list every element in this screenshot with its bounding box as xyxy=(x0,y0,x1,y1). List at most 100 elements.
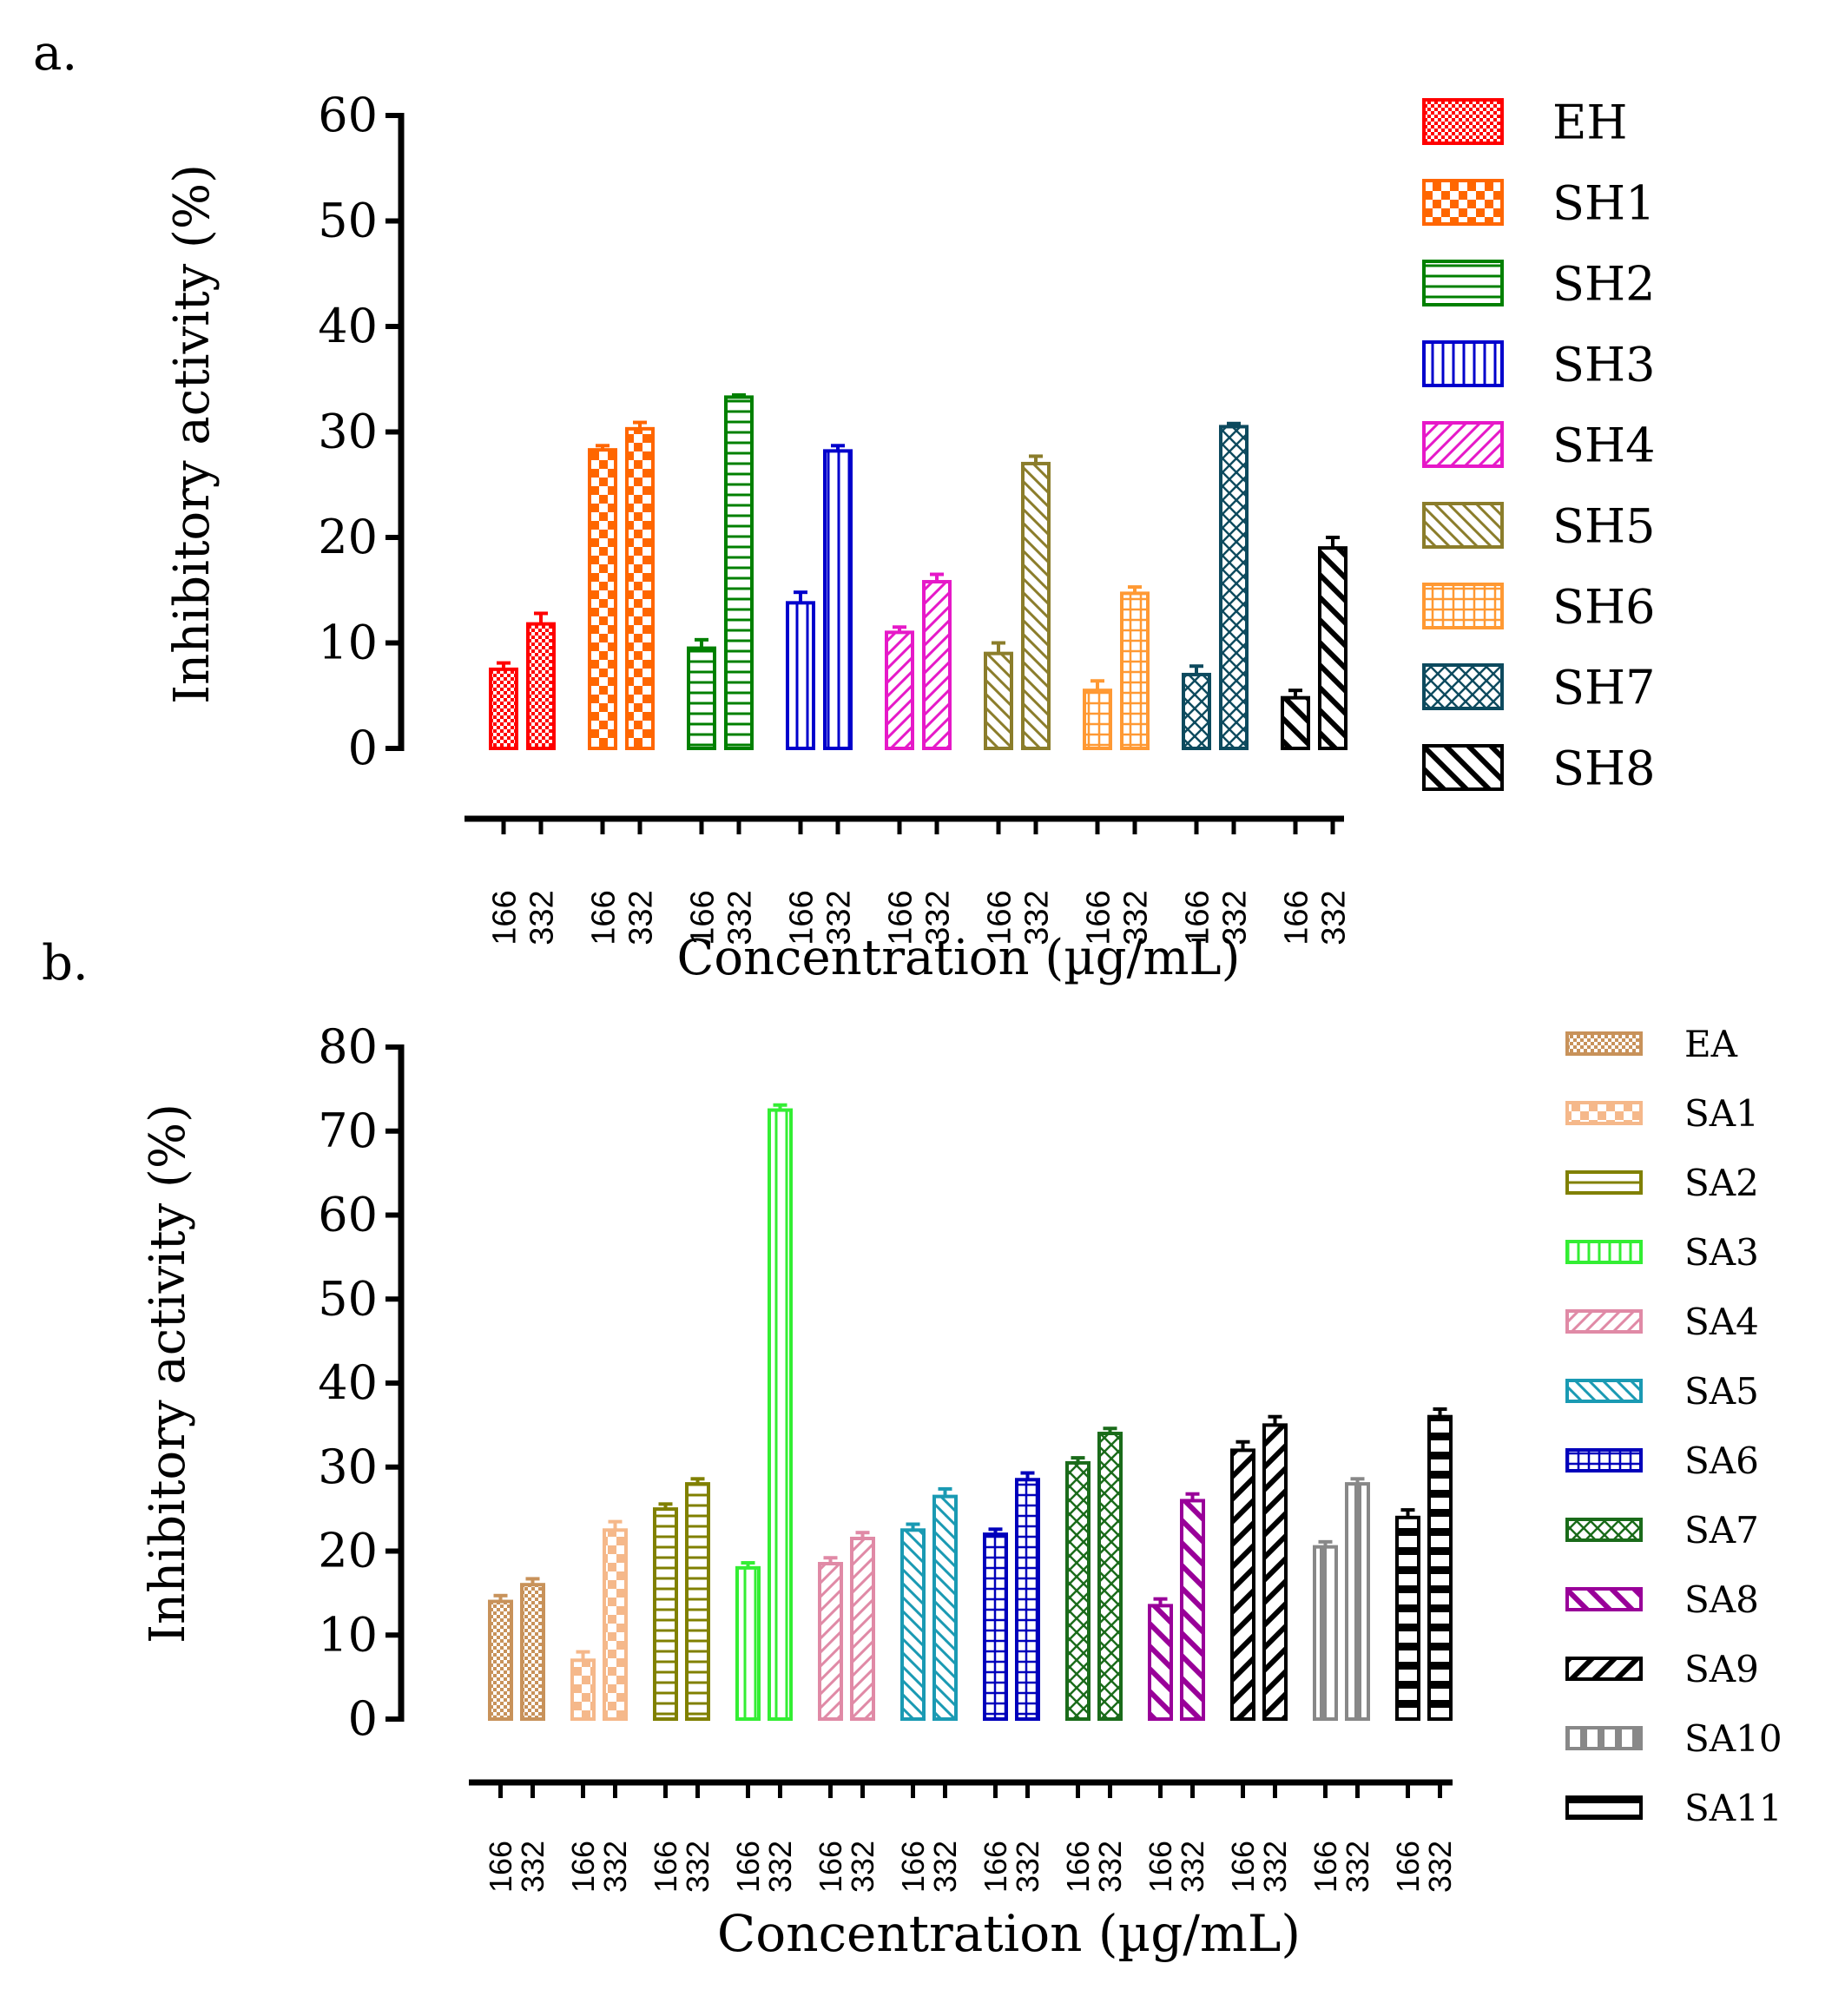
panel-b-x-tick-label: 166 xyxy=(483,1841,518,1893)
bar-sh2-332 xyxy=(724,395,754,750)
bar-sh3-166 xyxy=(786,601,815,751)
bar-sh6-332 xyxy=(1120,591,1150,751)
legend-swatch-sa6 xyxy=(1565,1448,1643,1472)
legend-label-sh6: SH6 xyxy=(1552,579,1655,634)
legend-swatch-sh4 xyxy=(1422,421,1504,468)
panel-b-x-tick-label: 332 xyxy=(1422,1841,1458,1893)
panel-a-x-tick-label: 332 xyxy=(1216,890,1253,945)
panel-a-x-tick-label: 166 xyxy=(1179,890,1216,945)
panel-a-x-tick-label: 332 xyxy=(1117,890,1154,945)
panel-b-x-tick-label: 332 xyxy=(1010,1841,1045,1893)
bar-sa1-166 xyxy=(570,1658,596,1722)
legend-label-sa5: SA5 xyxy=(1684,1370,1759,1413)
panel-b-x-tick-label: 166 xyxy=(813,1841,848,1893)
bar-sh8-166 xyxy=(1281,695,1310,750)
bar-sh5-166 xyxy=(984,651,1013,751)
panel-a-x-tick-label: 332 xyxy=(820,890,857,945)
legend-label-sh1: SH1 xyxy=(1552,175,1655,230)
bar-sh6-166 xyxy=(1083,688,1112,750)
panel-b-x-axis-label: Concentration (µg/mL) xyxy=(717,1904,1301,1963)
panel-a-x-tick-label: 332 xyxy=(722,890,758,945)
panel-a-label: a. xyxy=(33,25,77,82)
panel-b-x-tick-label: 332 xyxy=(680,1841,715,1893)
panel-a: a. Inhibitory activity (%) Concentration… xyxy=(33,25,1655,986)
legend-label-sh2: SH2 xyxy=(1552,256,1655,311)
bar-sh1-166 xyxy=(588,448,617,751)
legend-swatch-eh xyxy=(1422,98,1504,145)
legend-label-eh: EH xyxy=(1552,95,1628,149)
bar-sa3-166 xyxy=(735,1565,761,1721)
panel-a-x-tick-label: 166 xyxy=(882,890,919,945)
bar-eh-166 xyxy=(489,667,518,750)
legend-swatch-sh5 xyxy=(1422,502,1504,549)
panel-b-label: b. xyxy=(42,935,89,992)
bar-sa4-166 xyxy=(818,1562,843,1721)
panel-a-x-tick-label: 332 xyxy=(1315,890,1352,945)
panel-a-x-tick-label: 332 xyxy=(919,890,956,945)
bar-sa1-332 xyxy=(603,1528,628,1721)
bar-sa5-332 xyxy=(932,1494,958,1722)
bar-sa2-166 xyxy=(653,1507,678,1721)
legend-swatch-sa3 xyxy=(1565,1240,1643,1264)
legend-swatch-sh1 xyxy=(1422,179,1504,226)
legend-swatch-sh3 xyxy=(1422,340,1504,387)
legend-swatch-sh2 xyxy=(1422,260,1504,306)
panel-b-y-tick-label: 50 xyxy=(318,1271,378,1326)
panel-a-x-tick-label: 166 xyxy=(585,890,622,945)
panel-a-y-tick-label: 10 xyxy=(318,616,378,670)
legend-swatch-sh6 xyxy=(1422,583,1504,629)
panel-b: b. Inhibitory activity (%) Concentration… xyxy=(42,935,1782,1963)
bar-sa6-166 xyxy=(983,1532,1008,1722)
legend-label-sa3: SA3 xyxy=(1684,1231,1759,1274)
panel-b-y-tick-label: 20 xyxy=(318,1524,378,1578)
panel-b-y-tick-label: 80 xyxy=(318,1019,378,1074)
panel-b-x-tick-label: 166 xyxy=(730,1841,766,1893)
legend-label-sh7: SH7 xyxy=(1552,660,1655,715)
panel-a-x-tick-label: 166 xyxy=(684,890,721,945)
legend-swatch-sa2 xyxy=(1565,1170,1643,1195)
panel-b-x-tick-label: 166 xyxy=(1060,1841,1096,1893)
panel-a-y-tick-label: 60 xyxy=(318,88,378,142)
panel-a-y-tick-label: 40 xyxy=(318,299,378,353)
panel-a-x-tick-label: 166 xyxy=(486,890,523,945)
panel-a-y-axis-label: Inhibitory activity (%) xyxy=(164,164,221,704)
panel-b-x-tick-label: 332 xyxy=(515,1841,550,1893)
panel-b-y-tick-label: 0 xyxy=(348,1691,378,1746)
panel-b-x-tick-label: 332 xyxy=(1257,1841,1293,1893)
bar-sa6-332 xyxy=(1015,1478,1040,1721)
legend-swatch-sa11 xyxy=(1565,1795,1643,1820)
panel-b-x-tick-label: 166 xyxy=(648,1841,683,1893)
panel-b-x-tick-label: 166 xyxy=(895,1841,931,1893)
panel-b-y-tick-label: 30 xyxy=(318,1440,378,1494)
bar-sa8-166 xyxy=(1148,1604,1173,1721)
legend-label-sa7: SA7 xyxy=(1684,1509,1759,1552)
legend-swatch-sh7 xyxy=(1422,663,1504,710)
panel-b-x-tick-label: 332 xyxy=(845,1841,880,1893)
legend-label-sh5: SH5 xyxy=(1552,498,1655,553)
bar-sa8-332 xyxy=(1180,1499,1205,1721)
bar-sa11-166 xyxy=(1395,1515,1420,1722)
panel-a-y-tick-label: 30 xyxy=(318,405,378,459)
bar-sh4-332 xyxy=(922,580,952,751)
panel-b-x-tick-label: 332 xyxy=(1175,1841,1210,1893)
panel-b-x-tick-label: 332 xyxy=(597,1841,633,1893)
panel-a-x-tick-label: 332 xyxy=(524,890,560,945)
legend-label-sa9: SA9 xyxy=(1684,1648,1759,1690)
legend-label-sa6: SA6 xyxy=(1684,1440,1759,1482)
legend-label-sa11: SA11 xyxy=(1684,1787,1782,1829)
legend-label-sh3: SH3 xyxy=(1552,337,1655,392)
legend-swatch-sa10 xyxy=(1565,1726,1643,1750)
legend-label-ea: EA xyxy=(1684,1023,1738,1065)
bar-sa9-332 xyxy=(1262,1423,1288,1721)
panel-b-y-axis-label: Inhibitory activity (%) xyxy=(140,1104,196,1644)
panel-b-x-tick-label: 166 xyxy=(1308,1841,1343,1893)
legend-label-sa1: SA1 xyxy=(1684,1092,1759,1135)
panel-a-x-tick-label: 166 xyxy=(1080,890,1117,945)
panel-a-x-tick-label: 332 xyxy=(1018,890,1055,945)
legend-label-sh4: SH4 xyxy=(1552,418,1655,472)
legend-swatch-sa9 xyxy=(1565,1657,1643,1681)
bar-sa5-166 xyxy=(900,1528,926,1721)
panel-a-y-tick-label: 50 xyxy=(318,194,378,248)
bar-eh-332 xyxy=(526,622,556,750)
